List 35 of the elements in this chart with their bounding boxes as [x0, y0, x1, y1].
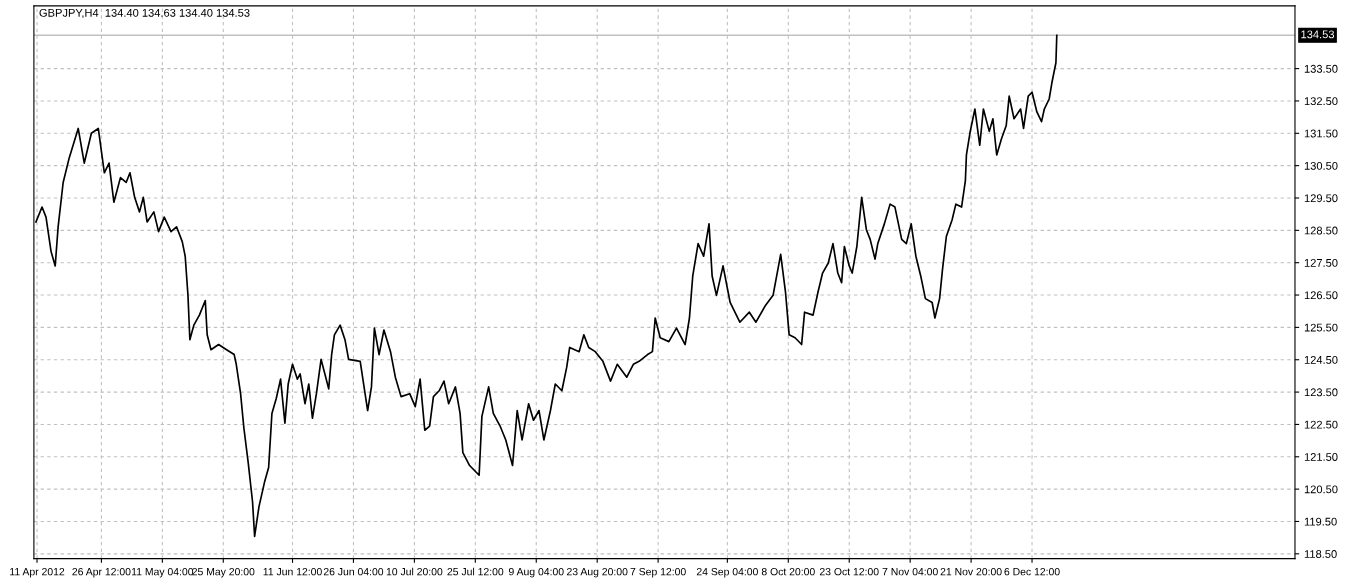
- y-tick-label: 133.50: [1304, 64, 1338, 73]
- y-tick-label: 126.50: [1304, 291, 1338, 300]
- x-tick-label: 8 Oct 20:00: [761, 567, 815, 576]
- y-tick-label: 121.50: [1304, 453, 1338, 461]
- x-tick-label: 25 Jul 12:00: [447, 567, 504, 576]
- x-tick-label: 9 Aug 04:00: [508, 567, 564, 578]
- y-tick-label: 120.50: [1304, 485, 1338, 494]
- y-tick-label: 123.50: [1304, 388, 1338, 397]
- y-tick-label: 118.50: [1304, 550, 1337, 558]
- y-tick-label: 125.50: [1304, 323, 1338, 332]
- x-tick-label: 11 Apr 2012: [10, 567, 65, 578]
- chart-title: GBPJPY,H4 134.40 134.63 134.40 134.53: [39, 8, 250, 19]
- y-tick-label: 119.50: [1304, 517, 1337, 526]
- y-tick-label: 124.50: [1304, 356, 1338, 364]
- x-tick-label: 25 May 20:00: [192, 567, 255, 578]
- x-tick-label: 10 Jul 20:00: [386, 567, 443, 576]
- x-tick-label: 23 Aug 20:00: [567, 567, 628, 578]
- y-tick-label: 128.50: [1304, 226, 1338, 235]
- y-tick-label: 129.50: [1304, 194, 1338, 203]
- x-tick-label: 7 Sep 12:00: [630, 567, 686, 578]
- ref-line-label: 134.53: [1301, 30, 1335, 39]
- y-tick-label: 131.50: [1304, 129, 1338, 138]
- x-tick-label: 23 Oct 12:00: [819, 567, 879, 576]
- y-tick-label: 127.50: [1304, 258, 1338, 267]
- x-tick-label: 7 Nov 04:00: [882, 567, 938, 576]
- y-tick-label: 122.50: [1304, 420, 1338, 429]
- x-tick-label: 11 Jun 12:00: [263, 567, 322, 576]
- x-tick-label: 26 Jun 04:00: [323, 567, 384, 576]
- x-tick-label: 26 Apr 12:00: [72, 567, 131, 578]
- y-tick-label: 130.50: [1304, 161, 1338, 170]
- x-tick-label: 24 Sep 04:00: [696, 567, 758, 578]
- x-tick-label: 21 Nov 20:00: [940, 567, 1002, 576]
- x-tick-label: 6 Dec 12:00: [1004, 567, 1060, 576]
- x-tick-label: 11 May 04:00: [131, 567, 194, 578]
- y-tick-label: 132.50: [1304, 97, 1338, 106]
